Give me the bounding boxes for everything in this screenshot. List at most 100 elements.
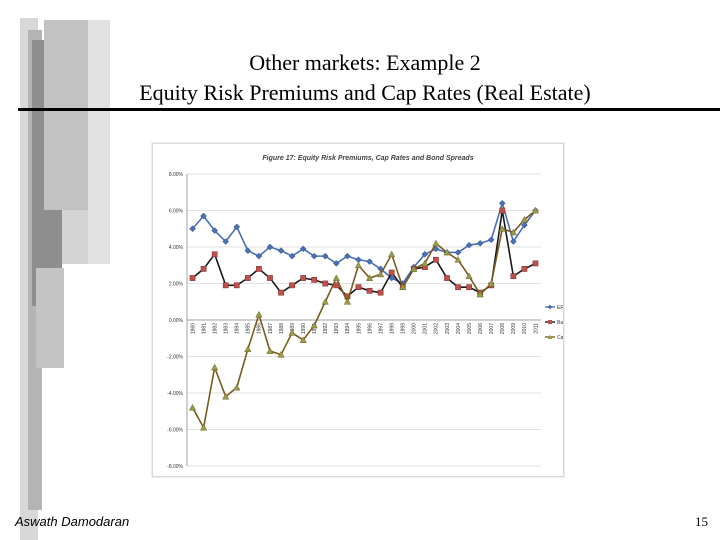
x-tick-label: 1983 <box>224 323 230 334</box>
data-point <box>200 212 207 220</box>
data-point <box>310 252 318 260</box>
y-tick-label: 2.00% <box>169 282 184 288</box>
y-tick-label: 8.00% <box>169 172 184 178</box>
x-tick-label: 1985 <box>246 323 252 334</box>
data-point <box>354 261 363 269</box>
x-tick-label: 1993 <box>334 323 340 334</box>
data-point <box>322 280 329 287</box>
data-point <box>433 256 439 263</box>
data-point <box>266 347 274 354</box>
series-line <box>191 209 536 431</box>
x-tick-label: 1995 <box>356 323 362 334</box>
data-point <box>289 282 295 289</box>
x-tick-label: 1986 <box>257 323 263 334</box>
data-point <box>465 272 473 280</box>
data-point <box>277 350 285 358</box>
data-point <box>222 282 229 289</box>
data-point <box>255 252 263 260</box>
data-point <box>432 239 440 247</box>
x-tick-label: 1991 <box>312 323 318 334</box>
x-tick-label: 1997 <box>378 323 384 334</box>
legend-marker <box>548 320 552 324</box>
x-tick-label: 2002 <box>434 323 440 334</box>
data-point <box>311 277 318 283</box>
data-point <box>443 248 451 256</box>
title-divider <box>18 108 720 111</box>
data-point <box>454 249 462 256</box>
data-point <box>344 252 351 260</box>
x-tick-label: 2007 <box>489 323 495 334</box>
data-point <box>222 392 230 400</box>
data-point <box>288 329 296 336</box>
data-point <box>487 279 495 287</box>
data-point <box>189 225 196 233</box>
legend-label: ERP <box>557 305 563 311</box>
y-tick-label: 6.00% <box>169 209 184 215</box>
data-point <box>499 207 506 214</box>
data-point <box>531 206 540 214</box>
data-point <box>299 245 307 253</box>
chart-title: Figure 17: Equity Risk Premiums, Cap Rat… <box>262 155 473 162</box>
data-point <box>410 265 418 272</box>
x-tick-label: 1981 <box>201 323 207 334</box>
data-point <box>476 239 484 247</box>
title-line-2: Equity Risk Premiums and Cap Rates (Real… <box>139 80 591 105</box>
data-point <box>244 275 251 281</box>
data-point <box>188 403 197 411</box>
data-point <box>233 282 240 289</box>
y-tick-label: -4.00% <box>167 391 183 397</box>
x-tick-label: 1998 <box>389 323 395 334</box>
author-footer: Aswath Damodaran <box>15 514 130 529</box>
data-point <box>244 247 252 255</box>
data-point <box>256 266 262 272</box>
x-tick-label: 2005 <box>467 323 473 334</box>
data-point <box>211 227 219 234</box>
data-point <box>465 241 473 249</box>
data-point <box>455 284 461 291</box>
x-tick-label: 2010 <box>522 323 528 334</box>
data-point <box>267 275 273 281</box>
data-point <box>343 298 352 305</box>
data-point <box>332 274 340 281</box>
data-point <box>200 266 207 272</box>
data-point <box>366 287 373 294</box>
y-tick-label: 4.00% <box>169 245 184 251</box>
data-point <box>355 284 362 291</box>
data-point <box>476 290 484 298</box>
data-point <box>421 259 429 267</box>
data-point <box>365 274 374 281</box>
data-point <box>376 270 385 278</box>
x-tick-label: 2001 <box>423 323 429 334</box>
x-tick-label: 1980 <box>190 323 196 334</box>
data-point <box>199 423 208 431</box>
x-tick-label: 1992 <box>323 323 329 334</box>
x-tick-label: 1984 <box>235 323 241 334</box>
data-point <box>532 260 539 267</box>
data-point <box>332 260 340 267</box>
data-point <box>498 199 506 207</box>
x-tick-label: 1999 <box>401 323 407 334</box>
x-tick-label: 2000 <box>412 323 418 334</box>
legend-label: Cap Rate premium <box>557 335 563 341</box>
data-point <box>299 336 307 343</box>
data-point <box>377 289 384 296</box>
erp-cap-rate-chart: Figure 17: Equity Risk Premiums, Cap Rat… <box>167 155 563 470</box>
y-tick-label: -8.00% <box>167 464 183 470</box>
data-point <box>388 250 396 258</box>
data-point <box>521 221 528 229</box>
title-line-1: Other markets: Example 2 <box>249 50 481 75</box>
data-point <box>300 275 307 281</box>
data-point <box>444 275 450 281</box>
data-point <box>466 284 472 291</box>
x-tick-label: 1982 <box>212 323 218 334</box>
legend-marker <box>547 304 553 310</box>
x-tick-label: 1989 <box>290 323 296 334</box>
data-point <box>277 247 285 255</box>
x-tick-label: 1987 <box>268 323 274 334</box>
y-tick-label: -6.00% <box>167 428 183 434</box>
data-point <box>321 298 329 305</box>
data-point <box>520 215 529 223</box>
x-tick-label: 1996 <box>367 323 373 334</box>
data-point <box>255 310 263 318</box>
data-point <box>278 289 284 296</box>
